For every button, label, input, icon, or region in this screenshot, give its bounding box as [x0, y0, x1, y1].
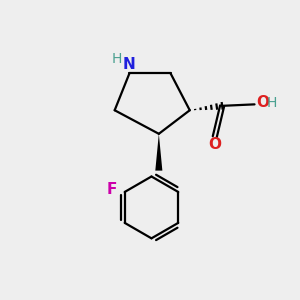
Text: O: O — [208, 137, 221, 152]
Text: O: O — [256, 95, 269, 110]
Text: H: H — [267, 96, 278, 110]
Text: N: N — [123, 57, 136, 72]
Text: F: F — [106, 182, 117, 196]
Polygon shape — [155, 134, 162, 171]
Text: H: H — [112, 52, 122, 66]
